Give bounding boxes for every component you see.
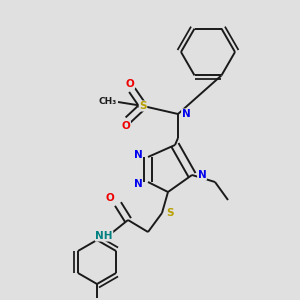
Text: O: O [106, 193, 114, 203]
Text: S: S [166, 208, 174, 218]
Text: O: O [126, 79, 134, 89]
Text: N: N [134, 179, 142, 189]
Text: N: N [134, 150, 142, 160]
Text: NH: NH [95, 231, 113, 241]
Text: O: O [122, 121, 130, 131]
Text: S: S [139, 101, 147, 111]
Text: N: N [182, 109, 190, 119]
Text: CH₃: CH₃ [99, 98, 117, 106]
Text: N: N [198, 170, 206, 180]
